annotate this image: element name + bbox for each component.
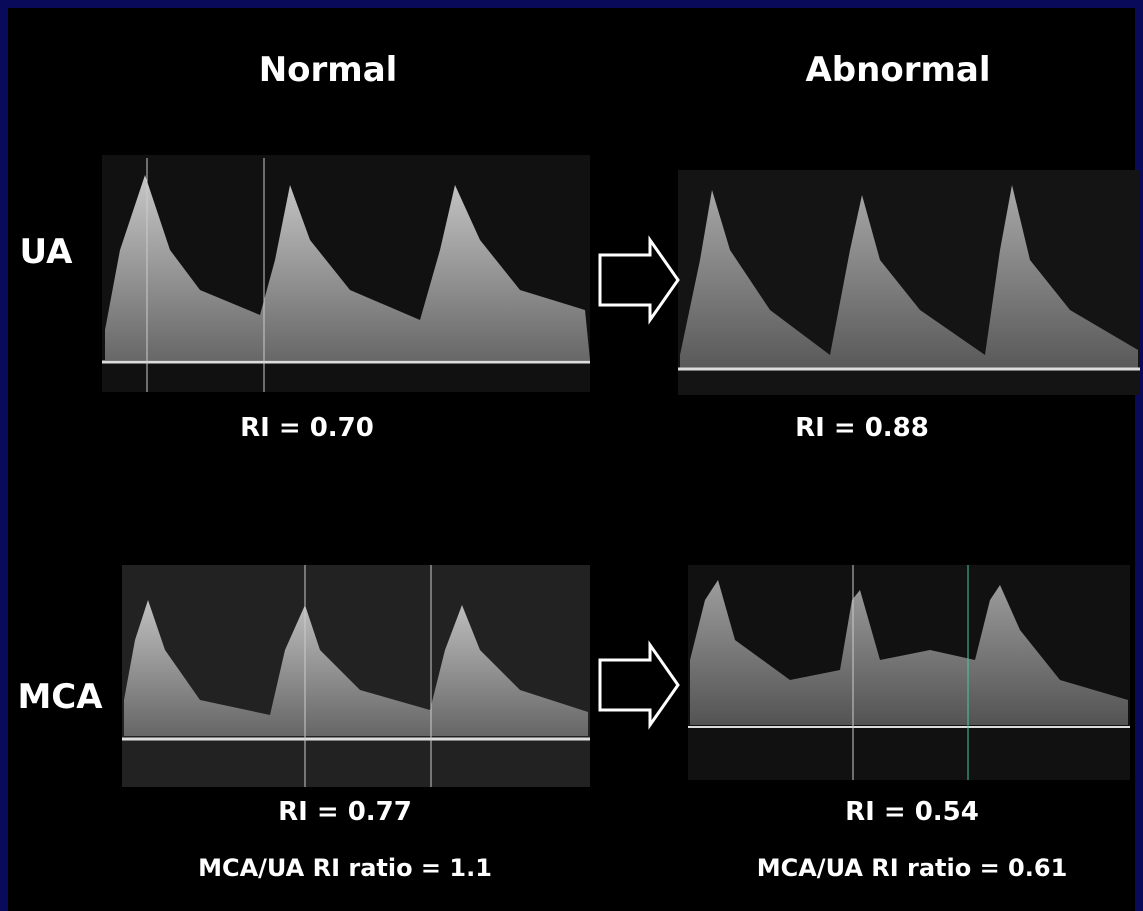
waveform [105,175,590,360]
ri-label: RI = 0.54 [845,797,979,827]
ri-label: RI = 0.88 [795,413,929,443]
ratio-label: MCA/UA RI ratio = 0.61 [756,854,1068,882]
ri-label: RI = 0.77 [278,797,412,827]
arrow [598,235,680,325]
waveform [690,580,1128,725]
column-title: Abnormal [805,50,991,90]
ri-label: RI = 0.70 [240,413,374,443]
ratio-label: MCA/UA RI ratio = 1.1 [198,854,492,882]
doppler-panel [122,565,590,787]
row-label: MCA [17,677,103,717]
arrow [598,640,680,730]
waveform [124,600,588,736]
waveform [680,185,1138,368]
row-label: UA [19,232,73,272]
column-title: Normal [258,50,398,90]
